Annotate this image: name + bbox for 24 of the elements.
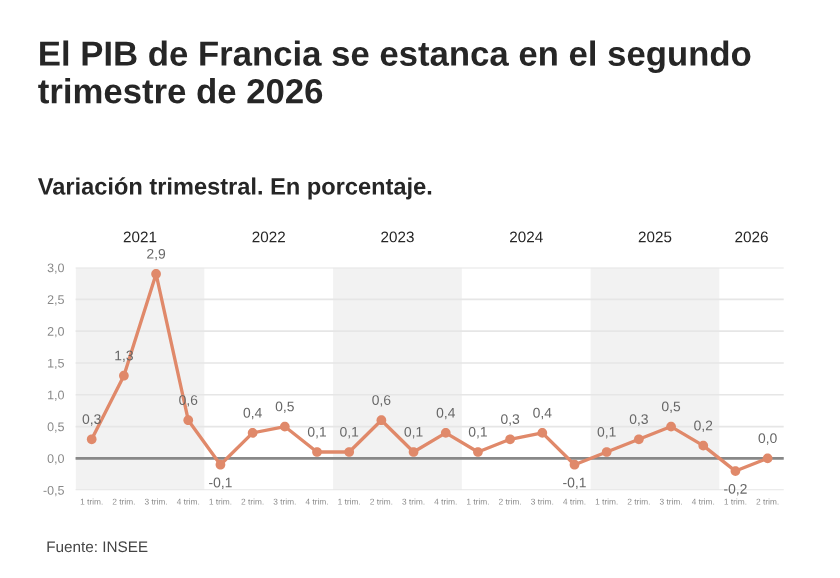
point <box>762 453 773 464</box>
point <box>440 428 451 438</box>
chart-title: El PIB de Francia se estanca en el segundo trimestre de 2026 <box>38 40 751 104</box>
point <box>473 447 483 457</box>
point <box>183 415 194 426</box>
point <box>505 434 515 445</box>
point <box>151 269 161 279</box>
point <box>601 447 612 457</box>
point <box>215 459 226 470</box>
point <box>86 434 97 445</box>
chart-subtitle: Variación trimestral. En porcentaje. <box>37 177 432 200</box>
point <box>730 466 741 476</box>
point <box>666 421 676 432</box>
point <box>247 428 258 438</box>
point <box>569 459 580 470</box>
point <box>279 421 290 432</box>
point <box>312 447 322 457</box>
point <box>698 440 709 451</box>
point <box>376 415 387 426</box>
point <box>119 370 129 381</box>
point <box>634 434 644 445</box>
point <box>408 447 419 457</box>
point <box>537 428 548 438</box>
point <box>344 447 355 457</box>
